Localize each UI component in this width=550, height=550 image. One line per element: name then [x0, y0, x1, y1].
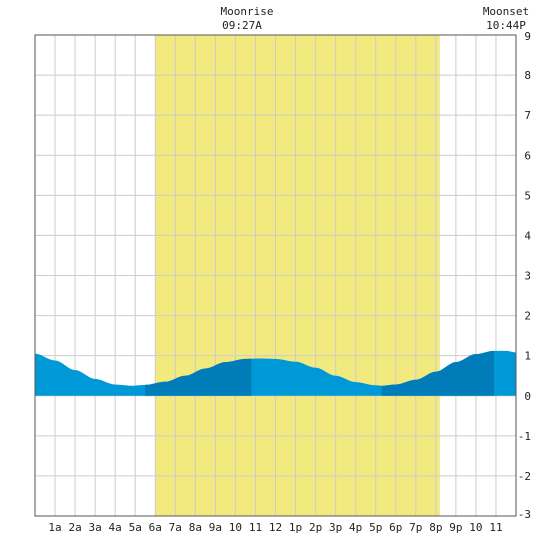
y-tick-label: 0 [524, 390, 531, 403]
y-tick-label: 4 [524, 229, 531, 242]
x-tick-label: 4a [109, 521, 122, 534]
x-tick-label: 7p [409, 521, 422, 534]
moonrise-time: 09:27A [222, 19, 262, 32]
x-tick-label: 12 [269, 521, 282, 534]
y-tick-label: 1 [524, 350, 531, 363]
y-tick-label: 6 [524, 149, 531, 162]
tide-area-dark-band [381, 350, 494, 396]
x-tick-label: 8a [189, 521, 202, 534]
x-tick-label: 3p [329, 521, 342, 534]
x-tick-label: 6p [389, 521, 402, 534]
plot-frame [34, 34, 517, 517]
moonset-label: Moonset [483, 5, 529, 18]
y-tick-label: 5 [524, 189, 531, 202]
x-tick-label: 11 [489, 521, 502, 534]
moonrise-label: Moonrise [221, 5, 274, 18]
x-tick-label: 8p [429, 521, 442, 534]
moonset-time: 10:44P [486, 19, 526, 32]
y-tick-label: 9 [524, 30, 531, 43]
y-tick-label: 3 [524, 270, 531, 283]
x-tick-label: 6a [149, 521, 162, 534]
x-tick-label: 9p [449, 521, 462, 534]
y-tick-label: -1 [518, 430, 531, 443]
x-tick-label: 10 [229, 521, 242, 534]
y-tick-label: 7 [524, 109, 531, 122]
x-tick-label: 10 [469, 521, 482, 534]
y-tick-label: 8 [524, 69, 531, 82]
y-tick-label: -3 [518, 508, 531, 521]
x-tick-label: 4p [349, 521, 362, 534]
x-tick-label: 2p [309, 521, 322, 534]
x-tick-label: 3a [89, 521, 102, 534]
y-tick-label: 2 [524, 310, 531, 323]
x-tick-label: 1a [48, 521, 61, 534]
y-tick-label: -2 [518, 470, 531, 483]
x-tick-label: 7a [169, 521, 182, 534]
x-tick-label: 9a [209, 521, 222, 534]
x-tick-label: 11 [249, 521, 262, 534]
tide-area-dark-band [145, 358, 252, 396]
x-tick-label: 1p [289, 521, 302, 534]
x-tick-label: 5p [369, 521, 382, 534]
x-tick-label: 2a [68, 521, 81, 534]
x-tick-label: 5a [129, 521, 142, 534]
